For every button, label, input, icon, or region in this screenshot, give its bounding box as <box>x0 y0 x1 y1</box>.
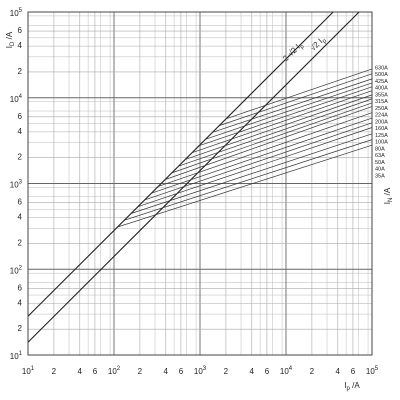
y-tick-label: 4 <box>18 213 23 222</box>
legend-label: 250A <box>375 106 388 112</box>
y-axis-label: ID /A <box>5 31 15 48</box>
legend-label: 63A <box>375 153 385 159</box>
fuse-curve <box>144 122 373 201</box>
fuse-curve <box>137 127 373 208</box>
fuse-curve <box>151 117 373 194</box>
y-tick-label: 6 <box>18 26 23 35</box>
x-tick-label: 104 <box>280 366 293 377</box>
x-tick-label: 2 <box>310 367 315 376</box>
y-tick-label: 2 <box>18 153 23 162</box>
x-tick-label: 101 <box>22 366 35 377</box>
x-axis-label: Ip /A <box>344 381 360 391</box>
x-tick-label: 6 <box>93 367 98 376</box>
legend-label: 50A <box>375 160 385 166</box>
y-tick-label: 2 <box>18 239 23 248</box>
fuse-curve <box>219 73 373 126</box>
legend-label: 425A <box>375 79 388 85</box>
fuse-curve <box>198 86 373 147</box>
x-tick-label: 102 <box>108 366 121 377</box>
x-tick-label: 103 <box>194 366 207 377</box>
y-tick-label: 104 <box>10 93 23 104</box>
x-tick-label: 105 <box>366 366 379 377</box>
fuse-curve <box>178 98 373 167</box>
fuse-curve <box>164 106 373 180</box>
fuse-curve <box>192 90 373 153</box>
fuse-curve <box>171 102 373 174</box>
y-tick-label: 6 <box>18 112 23 121</box>
legend-title: IN /A <box>383 187 393 204</box>
legend-label: 500A <box>375 72 388 78</box>
x-tick-label: 6 <box>179 367 184 376</box>
reference-line <box>27 11 360 343</box>
legend-label: 80A <box>375 146 385 152</box>
fuse-curve <box>158 112 373 187</box>
y-tick-label: 105 <box>10 8 23 19</box>
x-tick-label: 4 <box>250 367 255 376</box>
y-tick-label: 2 <box>18 67 23 76</box>
legend-label: 630A <box>375 65 388 71</box>
legend-label: 160A <box>375 126 388 132</box>
x-tick-label: 4 <box>78 367 83 376</box>
x-tick-label: 2 <box>224 367 229 376</box>
plot-frame <box>27 11 373 356</box>
y-tick-label: 4 <box>18 298 23 307</box>
fuse-curve <box>130 133 373 214</box>
y-tick-label: 6 <box>18 283 23 292</box>
fuse-curve <box>124 139 373 221</box>
x-tick-label: 2 <box>52 367 57 376</box>
legend-label: 400A <box>375 86 388 92</box>
x-tick-label: 6 <box>265 367 270 376</box>
annotation: √2 Ip <box>309 34 329 54</box>
fuse-curve <box>225 68 373 120</box>
x-tick-label: 4 <box>336 367 341 376</box>
x-tick-label: 4 <box>164 367 169 376</box>
fuse-curve <box>212 78 373 133</box>
y-tick-label: 101 <box>10 351 23 362</box>
legend-label: 355A <box>375 92 388 98</box>
legend-label: 40A <box>375 167 385 173</box>
legend-label: 200A <box>375 119 388 125</box>
fuse-curve <box>185 94 373 160</box>
x-tick-label: 2 <box>138 367 143 376</box>
x-tick-label: 6 <box>351 367 356 376</box>
fuse-curve <box>205 82 373 140</box>
legend-label: 315A <box>375 99 388 105</box>
y-tick-label: 4 <box>18 127 23 136</box>
y-tick-label: 2 <box>18 324 23 333</box>
legend-label: 125A <box>375 133 388 139</box>
y-tick-label: 4 <box>18 41 23 50</box>
y-tick-label: 103 <box>10 179 23 190</box>
legend-label: 35A <box>375 173 385 179</box>
fuse-curve <box>117 144 373 228</box>
legend-label: 224A <box>375 113 388 119</box>
y-tick-label: 102 <box>10 265 23 276</box>
y-tick-label: 6 <box>18 198 23 207</box>
legend-label: 100A <box>375 140 388 146</box>
reference-line <box>27 11 334 317</box>
